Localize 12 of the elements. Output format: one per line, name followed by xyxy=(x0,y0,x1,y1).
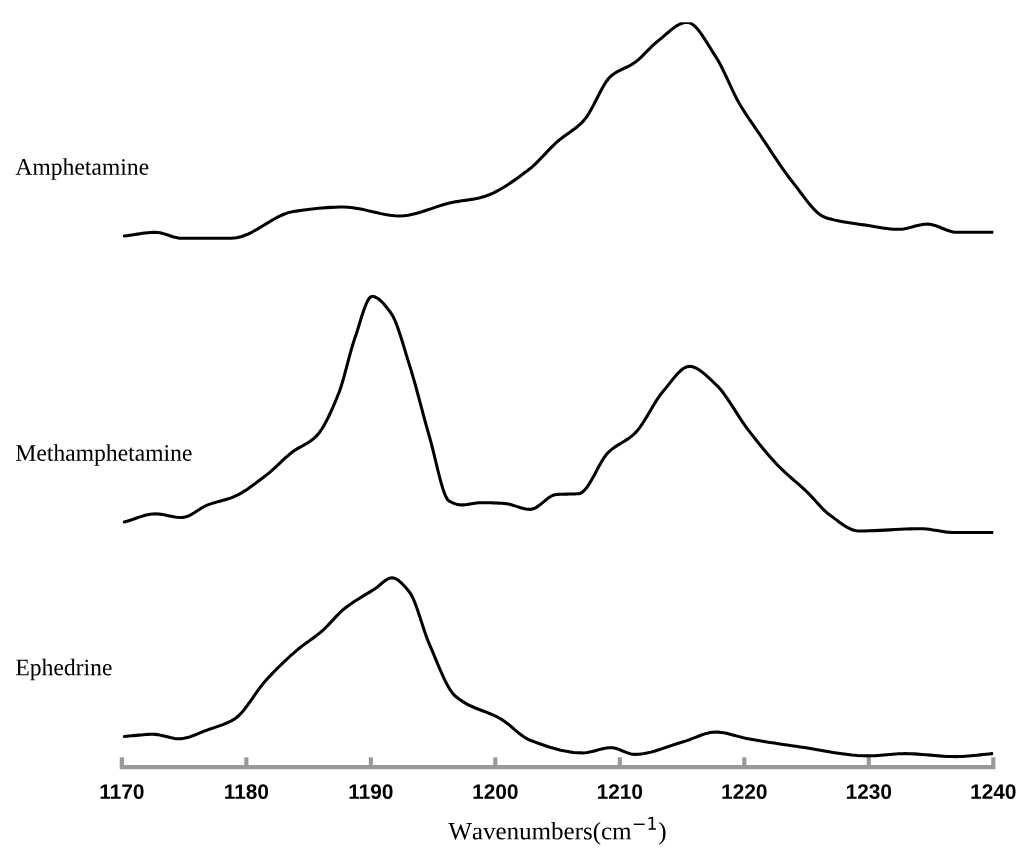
x-tick-label: 1170 xyxy=(100,784,144,800)
x-tick-label: 1180 xyxy=(225,784,269,800)
x-axis-title: Wavenumbers(cm$^{−1}$) xyxy=(448,817,666,845)
x-tick-label: 1230 xyxy=(846,784,892,800)
series-label: Methamphetamine xyxy=(16,444,192,466)
text: Amphetamine xyxy=(15,158,149,180)
x-tick-label: 1220 xyxy=(722,784,767,800)
text: Ephedrine xyxy=(16,658,112,681)
x-tick-label: 1190 xyxy=(349,784,393,800)
x-tick-label: 1200 xyxy=(473,784,518,800)
x-tick-label: 1210 xyxy=(597,784,643,800)
x-tick-label: 1240 xyxy=(971,784,1016,800)
